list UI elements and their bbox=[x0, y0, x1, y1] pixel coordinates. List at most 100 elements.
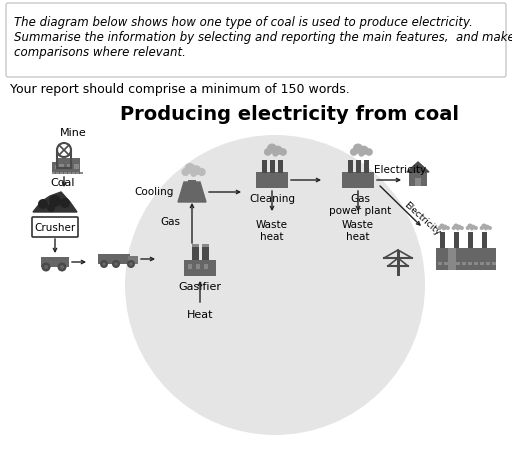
FancyBboxPatch shape bbox=[32, 217, 78, 237]
Polygon shape bbox=[407, 162, 429, 172]
Circle shape bbox=[467, 224, 473, 229]
Circle shape bbox=[359, 146, 369, 155]
Circle shape bbox=[365, 148, 373, 156]
Text: Producing electricity from coal: Producing electricity from coal bbox=[120, 105, 459, 124]
Circle shape bbox=[114, 262, 118, 266]
Circle shape bbox=[279, 148, 287, 156]
Circle shape bbox=[125, 135, 425, 435]
Circle shape bbox=[60, 198, 70, 208]
Bar bbox=[76, 172, 79, 174]
Bar bbox=[474, 262, 478, 265]
Circle shape bbox=[438, 226, 442, 230]
Text: Coal: Coal bbox=[50, 178, 75, 188]
Circle shape bbox=[272, 151, 279, 157]
Bar bbox=[270, 160, 275, 173]
Bar bbox=[278, 160, 283, 173]
Bar bbox=[202, 246, 209, 260]
Text: Heat: Heat bbox=[187, 310, 214, 320]
Circle shape bbox=[112, 260, 120, 268]
Text: comparisons where relevant.: comparisons where relevant. bbox=[14, 46, 186, 59]
Text: Cooling: Cooling bbox=[135, 187, 174, 197]
Circle shape bbox=[457, 225, 462, 229]
Bar bbox=[184, 260, 216, 276]
Bar bbox=[415, 178, 421, 186]
Text: Electricity: Electricity bbox=[402, 201, 442, 238]
Bar bbox=[480, 262, 484, 265]
Bar bbox=[80, 172, 83, 174]
Bar bbox=[64, 172, 67, 174]
Polygon shape bbox=[33, 192, 77, 212]
Circle shape bbox=[485, 225, 489, 229]
Circle shape bbox=[44, 265, 48, 269]
Circle shape bbox=[198, 168, 206, 176]
Circle shape bbox=[470, 228, 474, 230]
Text: Electricity: Electricity bbox=[374, 165, 426, 175]
Text: Summarise the information by selecting and reporting the main features,  and mak: Summarise the information by selecting a… bbox=[14, 31, 512, 44]
Bar bbox=[192, 246, 199, 260]
Text: Your report should comprise a minimum of 150 words.: Your report should comprise a minimum of… bbox=[10, 83, 350, 96]
Bar bbox=[454, 232, 459, 248]
Circle shape bbox=[358, 151, 365, 157]
Bar bbox=[58, 158, 80, 174]
Bar bbox=[364, 160, 369, 173]
Bar bbox=[202, 244, 209, 247]
Circle shape bbox=[442, 228, 445, 230]
Bar bbox=[440, 232, 445, 248]
Circle shape bbox=[446, 226, 450, 230]
Text: Cleaning: Cleaning bbox=[249, 194, 295, 204]
Bar bbox=[348, 160, 353, 173]
Bar bbox=[41, 257, 69, 267]
Bar bbox=[468, 262, 472, 265]
Text: Mine: Mine bbox=[60, 128, 87, 138]
Bar bbox=[468, 232, 473, 248]
Bar bbox=[356, 160, 361, 173]
Circle shape bbox=[452, 226, 456, 230]
Circle shape bbox=[480, 226, 484, 230]
Bar bbox=[462, 262, 466, 265]
Circle shape bbox=[127, 260, 135, 268]
Circle shape bbox=[57, 262, 67, 271]
Circle shape bbox=[49, 195, 61, 207]
Bar bbox=[55, 165, 58, 169]
Bar bbox=[342, 172, 374, 188]
Circle shape bbox=[264, 148, 271, 156]
Bar bbox=[60, 172, 63, 174]
Bar bbox=[492, 262, 496, 265]
Text: Waste
heat: Waste heat bbox=[256, 220, 288, 242]
Circle shape bbox=[60, 265, 64, 269]
Bar bbox=[74, 164, 79, 169]
Circle shape bbox=[484, 228, 487, 230]
Circle shape bbox=[481, 224, 487, 229]
Bar bbox=[192, 244, 199, 247]
Bar bbox=[67, 164, 72, 169]
Circle shape bbox=[185, 163, 196, 174]
Circle shape bbox=[41, 262, 51, 271]
Bar bbox=[262, 160, 267, 173]
Polygon shape bbox=[178, 182, 206, 202]
Bar bbox=[448, 248, 456, 270]
Circle shape bbox=[102, 262, 106, 266]
Text: Gasifier: Gasifier bbox=[179, 282, 222, 292]
Text: Gas
power plant: Gas power plant bbox=[329, 194, 391, 217]
Bar bbox=[188, 264, 192, 269]
Bar bbox=[486, 262, 490, 265]
Text: Gas: Gas bbox=[160, 217, 180, 227]
Text: Waste
heat: Waste heat bbox=[342, 220, 374, 242]
Bar bbox=[438, 262, 442, 265]
Bar bbox=[52, 172, 55, 174]
Bar bbox=[204, 264, 208, 269]
Circle shape bbox=[456, 228, 459, 230]
Circle shape bbox=[273, 146, 283, 155]
Circle shape bbox=[38, 199, 48, 209]
Text: The diagram below shows how one type of coal is used to produce electricity.: The diagram below shows how one type of … bbox=[14, 16, 473, 29]
Bar bbox=[456, 262, 460, 265]
Bar bbox=[256, 172, 288, 188]
FancyBboxPatch shape bbox=[6, 3, 506, 77]
Bar bbox=[396, 250, 399, 276]
Circle shape bbox=[190, 171, 197, 177]
Bar bbox=[188, 180, 196, 184]
Circle shape bbox=[181, 168, 189, 176]
Bar bbox=[482, 232, 487, 248]
Circle shape bbox=[100, 260, 108, 268]
Circle shape bbox=[471, 225, 476, 229]
